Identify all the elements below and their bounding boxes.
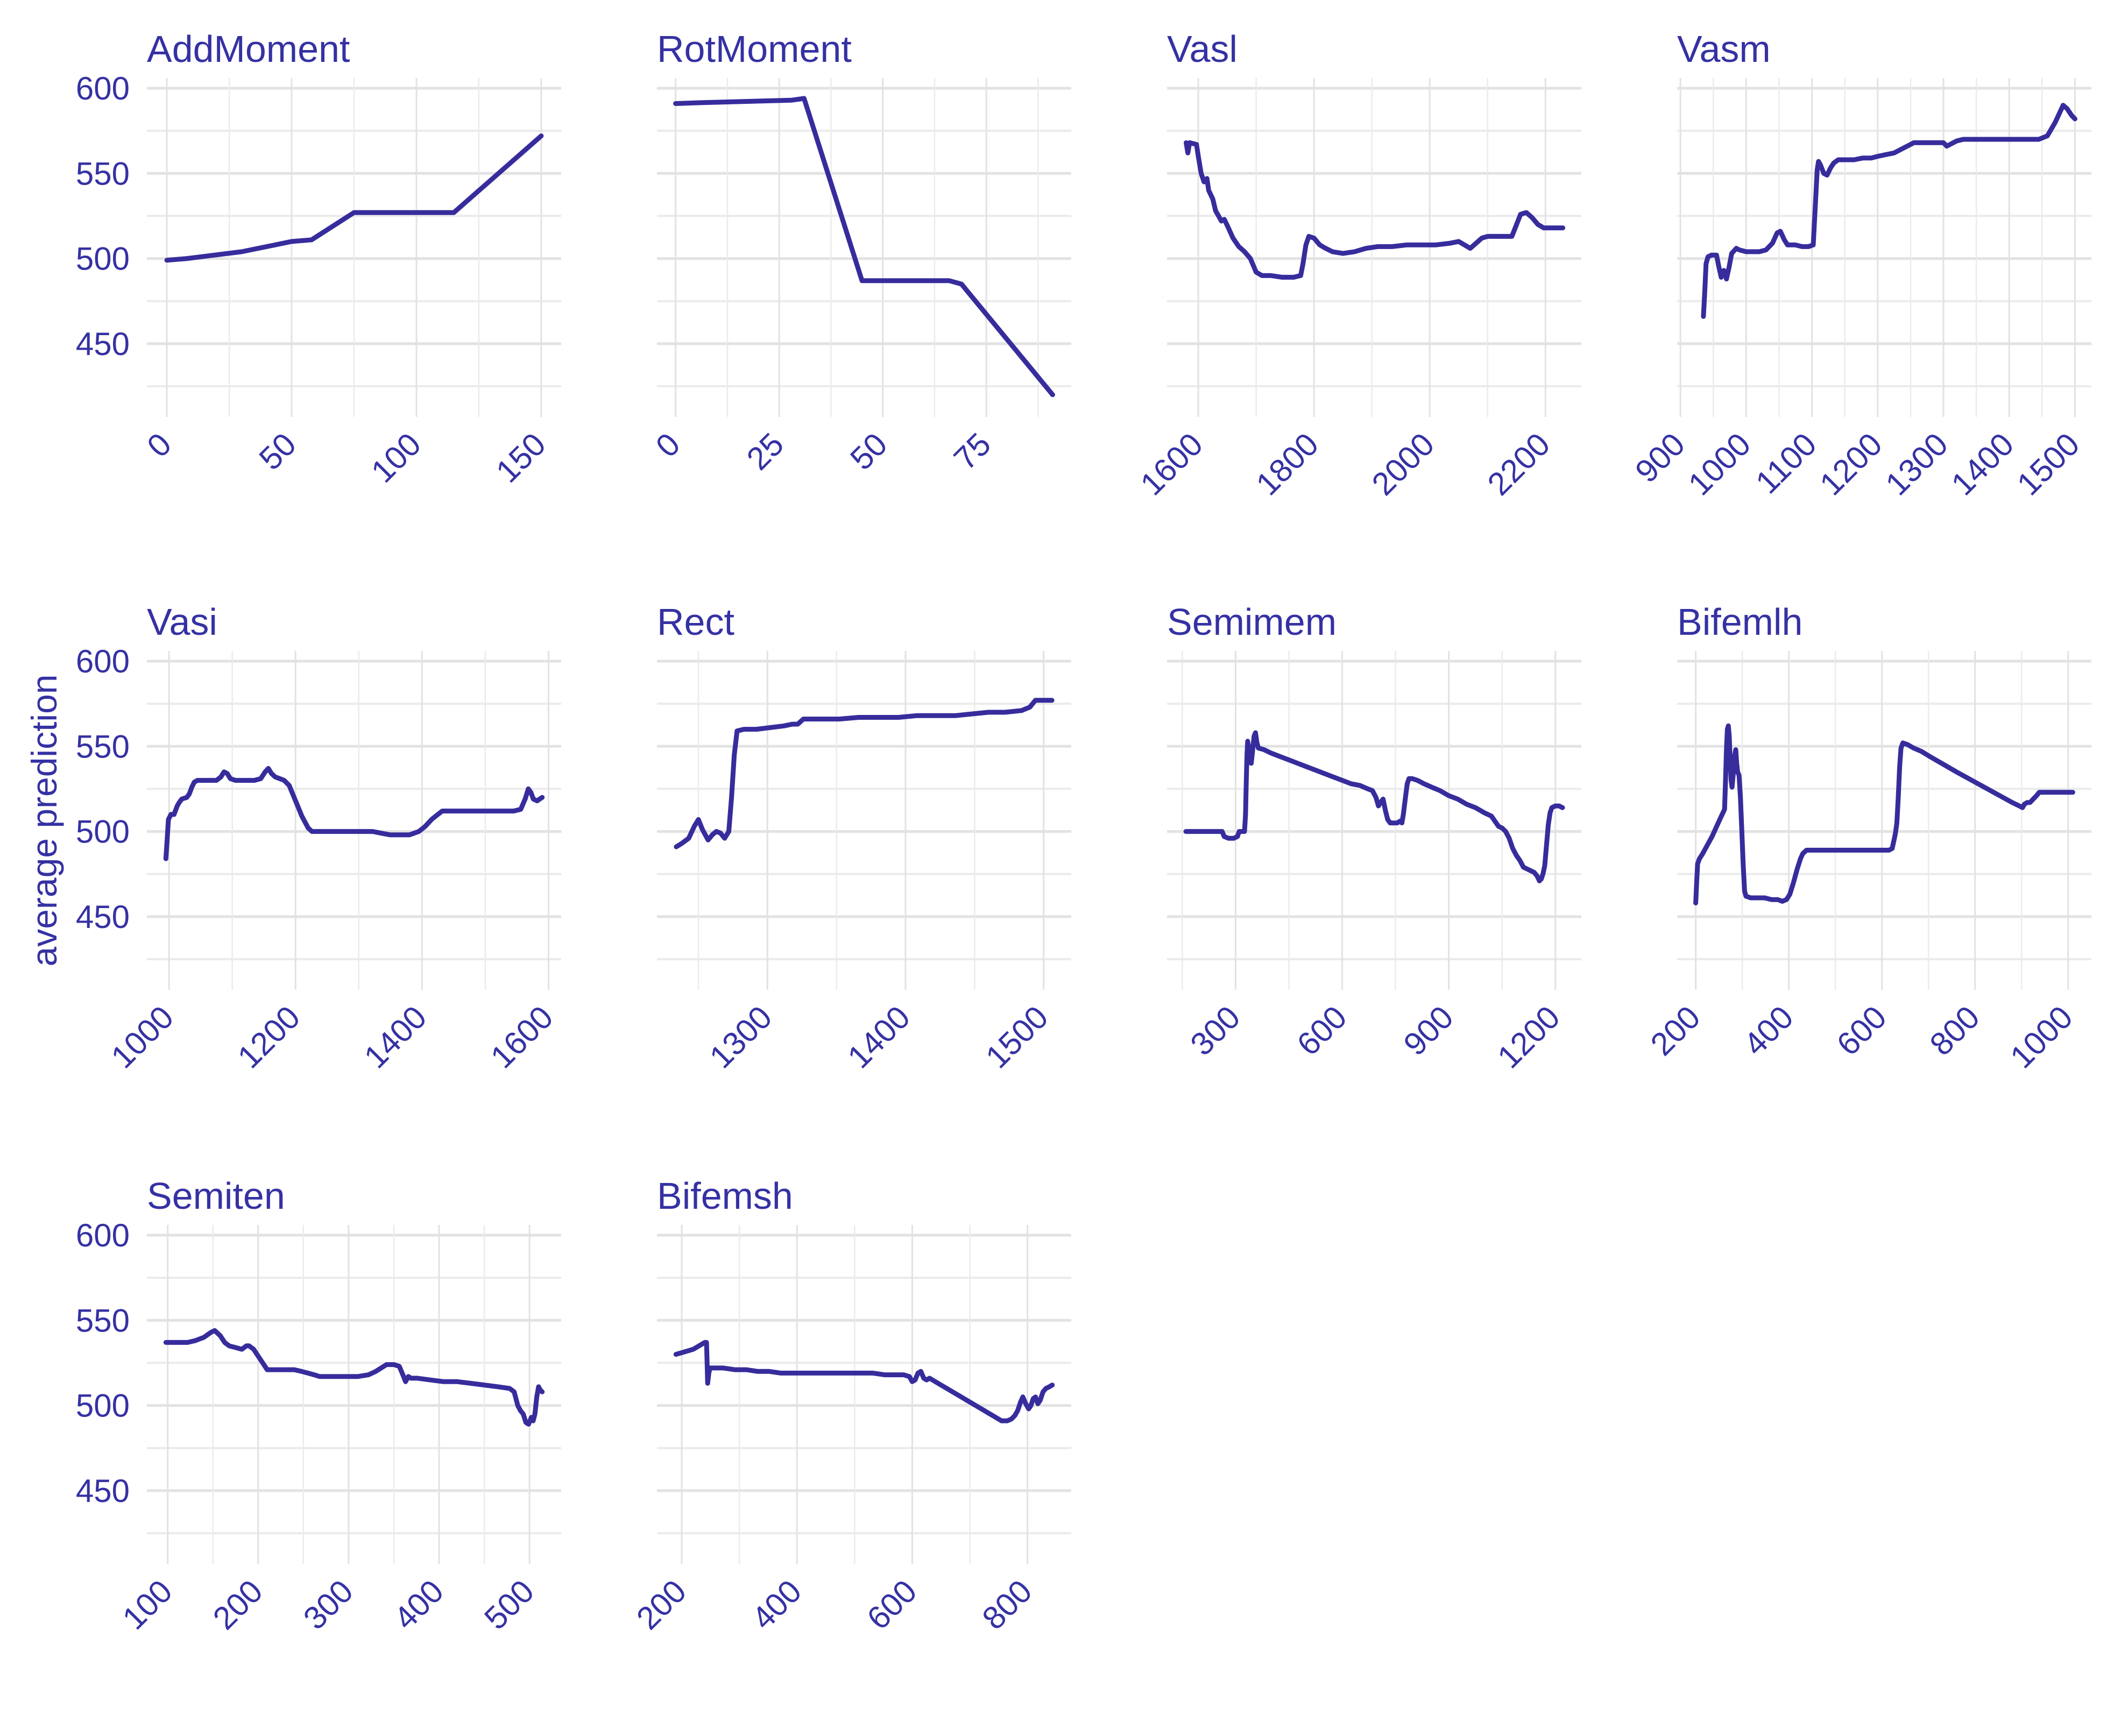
x-tick-label: 800: [1923, 999, 1986, 1062]
x-tick-label: 400: [387, 1573, 450, 1636]
panel-title: AddMoment: [147, 28, 350, 70]
x-tick-label: 0: [649, 426, 687, 464]
panel-title: Semiten: [147, 1175, 285, 1217]
y-tick-label: 600: [76, 1217, 130, 1253]
panel-title: Vasm: [1677, 28, 1771, 70]
facet-figure: average prediction AddMoment 0 50 100 150 600…: [24, 28, 2091, 1636]
x-tick-label: 600: [860, 1573, 923, 1636]
y-tick-label: 500: [76, 814, 130, 850]
x-tick-label: 300: [1183, 999, 1247, 1062]
y-tick-label: 500: [76, 1388, 130, 1424]
series-line: [673, 1340, 1055, 1423]
y-tick-label: 600: [76, 643, 130, 679]
x-tick-label: 1400: [840, 999, 917, 1075]
series-line: [673, 96, 1055, 398]
x-tick-label: 50: [843, 426, 894, 477]
series-line: [163, 1328, 545, 1427]
x-tick-label: 400: [1737, 999, 1800, 1062]
x-tick-label: 50: [252, 426, 303, 477]
panel-title: Bifemlh: [1677, 601, 1802, 643]
x-tick-label: 300: [296, 1573, 360, 1636]
y-tick-label: 600: [76, 70, 130, 107]
x-tick-label: 1200: [1813, 426, 1889, 502]
x-tick-label: 1300: [703, 999, 779, 1075]
x-tick-label: 1400: [357, 999, 434, 1075]
y-tick-label: 450: [76, 1473, 130, 1509]
series-line: [164, 133, 544, 263]
series-line: [1183, 730, 1565, 883]
x-tick-label: 1300: [1878, 426, 1955, 502]
facet-panel-bifemlh: Bifemlh 200 400 600 800 1000: [1644, 601, 2091, 1075]
gridlines: [1677, 651, 2091, 990]
gridlines: [657, 1225, 1071, 1564]
x-tick-label: 200: [630, 1573, 693, 1636]
y-tick-label: 450: [76, 326, 130, 362]
gridlines: [657, 78, 1071, 417]
x-tick-label: 900: [1628, 426, 1692, 490]
x-tick-label: 100: [364, 426, 428, 490]
y-tick-label: 450: [76, 899, 130, 935]
y-tick-label: 550: [76, 728, 130, 764]
x-tick-label: 0: [140, 426, 178, 464]
y-tick-label: 550: [76, 1302, 130, 1338]
facet-panel-rotmoment: RotMoment 0 25 50 75: [649, 28, 1071, 477]
x-tick-label: 1600: [1134, 426, 1210, 502]
x-tick-label: 1500: [2010, 426, 2087, 502]
panel-title: Rect: [657, 601, 734, 643]
x-tick-label: 1000: [2003, 999, 2080, 1075]
gridlines: [1167, 78, 1581, 417]
gridlines: [147, 78, 561, 417]
panel-title: Vasi: [147, 601, 217, 643]
x-tick-label: 200: [1644, 999, 1707, 1062]
y-tick-label: 550: [76, 155, 130, 192]
x-tick-label: 1400: [1945, 426, 2021, 502]
panel-title: RotMoment: [657, 28, 852, 70]
series-line: [1184, 140, 1566, 280]
x-tick-label: 1000: [104, 999, 181, 1075]
x-tick-label: 200: [206, 1573, 270, 1636]
x-tick-label: 1800: [1249, 426, 1326, 502]
x-tick-label: 600: [1830, 999, 1893, 1062]
x-tick-label: 25: [740, 426, 791, 477]
series-line: [1701, 103, 2077, 319]
gridlines: [1167, 651, 1581, 990]
x-tick-label: 400: [745, 1573, 808, 1636]
x-tick-label: 100: [116, 1573, 179, 1636]
x-tick-label: 1200: [231, 999, 307, 1075]
series-line: [1693, 723, 2075, 905]
facet-panel-bifemsh: Bifemsh 200 400 600 800: [630, 1175, 1071, 1636]
y-tick-label: 500: [76, 241, 130, 277]
x-tick-label: 600: [1290, 999, 1354, 1062]
x-tick-label: 800: [975, 1573, 1039, 1636]
panel-title: Vasl: [1167, 28, 1238, 70]
x-tick-label: 900: [1397, 999, 1460, 1062]
x-tick-label: 1100: [1749, 426, 1823, 501]
x-tick-label: 1000: [1681, 426, 1758, 502]
panel-title: Semimem: [1167, 601, 1337, 643]
series-line: [674, 698, 1055, 849]
gridlines: [147, 651, 561, 990]
series-line: [163, 766, 545, 861]
x-tick-label: 75: [947, 426, 998, 477]
x-tick-label: 2000: [1365, 426, 1441, 502]
gridlines: [657, 651, 1071, 990]
panel-title: Bifemsh: [657, 1175, 793, 1217]
gridlines: [147, 1225, 561, 1564]
